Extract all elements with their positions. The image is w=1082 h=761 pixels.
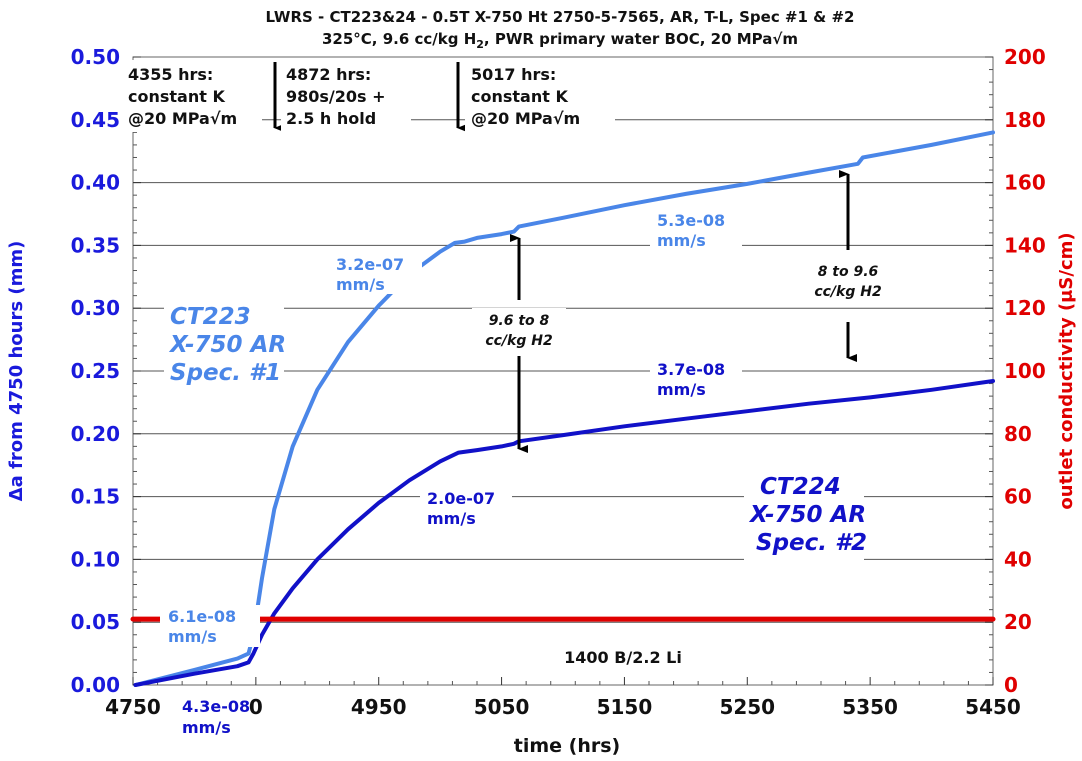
y-right-tick-label: 80 <box>1004 422 1032 446</box>
x-axis-label: time (hrs) <box>514 735 620 757</box>
event-4355-label: 4355 hrs: constant K @20 MPa√m <box>122 60 262 132</box>
svg-text:4872 hrs:: 4872 hrs: <box>286 65 371 84</box>
water-chemistry-label: 1400 B/2.2 Li <box>564 648 682 667</box>
series-layer <box>130 130 996 687</box>
series-line-ct224 <box>133 379 995 687</box>
y-left-tick-label: 0.30 <box>71 296 120 320</box>
svg-text:4355 hrs:: 4355 hrs: <box>128 65 213 84</box>
right-axis: 0 20 40 60 80 100 120 140 160 180 200 <box>985 45 1046 697</box>
rate-label-ct223-a: 6.1e-08 mm/s <box>160 605 260 647</box>
svg-text:980s/20s +: 980s/20s + <box>286 87 386 106</box>
svg-text:3.7e-08: 3.7e-08 <box>657 360 725 379</box>
y-left-tick-label: 0.20 <box>71 422 120 446</box>
svg-text:X-750 AR: X-750 AR <box>748 502 866 528</box>
y-right-tick-label: 120 <box>1004 296 1046 320</box>
y-left-tick-label: 0.40 <box>71 171 120 195</box>
x-tick-label: 4750 <box>105 695 161 719</box>
y-right-tick-label: 0 <box>1004 673 1018 697</box>
svg-text:@20 MPa√m: @20 MPa√m <box>128 109 237 128</box>
svg-text:5017 hrs:: 5017 hrs: <box>471 65 556 84</box>
spec1-label: CT223 X-750 AR Spec. #1 <box>164 298 286 390</box>
svg-text:2.0e-07: 2.0e-07 <box>427 489 495 508</box>
left-axis: 0.00 0.05 0.10 0.15 0.20 0.25 0.30 0.35 0.40 0.45… <box>71 45 141 697</box>
svg-text:cc/kg H2: cc/kg H2 <box>485 333 552 349</box>
y-right-tick-label: 200 <box>1004 45 1046 69</box>
svg-text:mm/s: mm/s <box>168 627 217 646</box>
y-axis-right-label: outlet conductivity (μS/cm) <box>1056 232 1077 509</box>
y-left-tick-label: 0.25 <box>71 359 120 383</box>
svg-text:mm/s: mm/s <box>427 509 476 528</box>
svg-text:CT224: CT224 <box>760 474 841 500</box>
series-line-ct223 <box>133 130 995 687</box>
y-right-tick-label: 40 <box>1004 547 1032 571</box>
rate-label-ct223-b: 3.2e-07 mm/s <box>330 252 422 294</box>
svg-text:mm/s: mm/s <box>336 275 385 294</box>
svg-text:mm/s: mm/s <box>182 718 231 737</box>
x-tick-label: 4950 <box>351 695 407 719</box>
svg-text:cc/kg H2: cc/kg H2 <box>814 284 881 300</box>
y-left-tick-label: 0.15 <box>71 485 120 509</box>
svg-text:3.2e-07: 3.2e-07 <box>336 255 404 274</box>
y-left-tick-label: 0.35 <box>71 233 120 257</box>
x-tick-label: 5450 <box>965 695 1021 719</box>
svg-text:2.5 h hold: 2.5 h hold <box>286 109 376 128</box>
h2-change-label-1: 9.6 to 8 cc/kg H2 <box>472 308 566 352</box>
svg-text:mm/s: mm/s <box>657 231 706 250</box>
svg-text:X-750 AR: X-750 AR <box>168 332 286 358</box>
event-5017-label: 5017 hrs: constant K @20 MPa√m <box>465 60 615 132</box>
svg-text:constant K: constant K <box>128 87 225 106</box>
chart-title: LWRS - CT223&24 - 0.5T X-750 Ht 2750-5-7… <box>266 8 855 26</box>
svg-text:CT223: CT223 <box>170 304 251 330</box>
y-left-tick-label: 0.45 <box>71 108 120 132</box>
svg-text:Spec. #1: Spec. #1 <box>170 360 281 386</box>
x-axis: 4750 0 4950 5050 5150 5250 5350 5450 <box>105 677 1021 719</box>
rate-label-ct224-b: 2.0e-07 mm/s <box>420 487 512 529</box>
svg-text:9.6 to 8: 9.6 to 8 <box>489 313 550 329</box>
svg-text:@20 MPa√m: @20 MPa√m <box>471 109 580 128</box>
svg-text:5.3e-08: 5.3e-08 <box>657 211 725 230</box>
rate-label-ct223-c: 5.3e-08 mm/s <box>650 208 742 250</box>
y-left-tick-label: 0.50 <box>71 45 120 69</box>
svg-text:4.3e-08: 4.3e-08 <box>182 697 250 716</box>
x-tick-label: 5150 <box>597 695 653 719</box>
spec2-label: CT224 X-750 AR Spec. #2 <box>744 468 867 560</box>
svg-text:Spec. #2: Spec. #2 <box>756 530 867 556</box>
svg-text:6.1e-08: 6.1e-08 <box>168 607 236 626</box>
svg-text:mm/s: mm/s <box>657 380 706 399</box>
x-tick-label: 0 <box>249 695 263 719</box>
x-tick-label: 5350 <box>842 695 898 719</box>
y-left-tick-label: 0.00 <box>71 673 120 697</box>
svg-text:8 to 9.6: 8 to 9.6 <box>818 264 879 280</box>
y-right-tick-label: 140 <box>1004 233 1046 257</box>
y-right-tick-label: 180 <box>1004 108 1046 132</box>
chart-subtitle: 325°C, 9.6 cc/kg H2, PWR primary water B… <box>322 30 798 51</box>
x-tick-label: 5250 <box>719 695 775 719</box>
y-axis-left-label: Δa from 4750 hours (mm) <box>6 241 27 502</box>
x-tick-label: 5050 <box>474 695 530 719</box>
event-4872-label: 4872 hrs: 980s/20s + 2.5 h hold <box>281 60 411 132</box>
svg-text:constant K: constant K <box>471 87 568 106</box>
y-right-tick-label: 100 <box>1004 359 1046 383</box>
y-right-tick-label: 160 <box>1004 171 1046 195</box>
h2-change-label-2: 8 to 9.6 cc/kg H2 <box>802 258 896 302</box>
y-left-tick-label: 0.05 <box>71 610 120 634</box>
rate-label-ct224-a: 4.3e-08 mm/s <box>182 697 250 737</box>
y-right-tick-label: 60 <box>1004 485 1032 509</box>
y-right-tick-label: 20 <box>1004 610 1032 634</box>
rate-label-ct224-c: 3.7e-08 mm/s <box>650 358 742 400</box>
y-left-tick-label: 0.10 <box>71 547 120 571</box>
